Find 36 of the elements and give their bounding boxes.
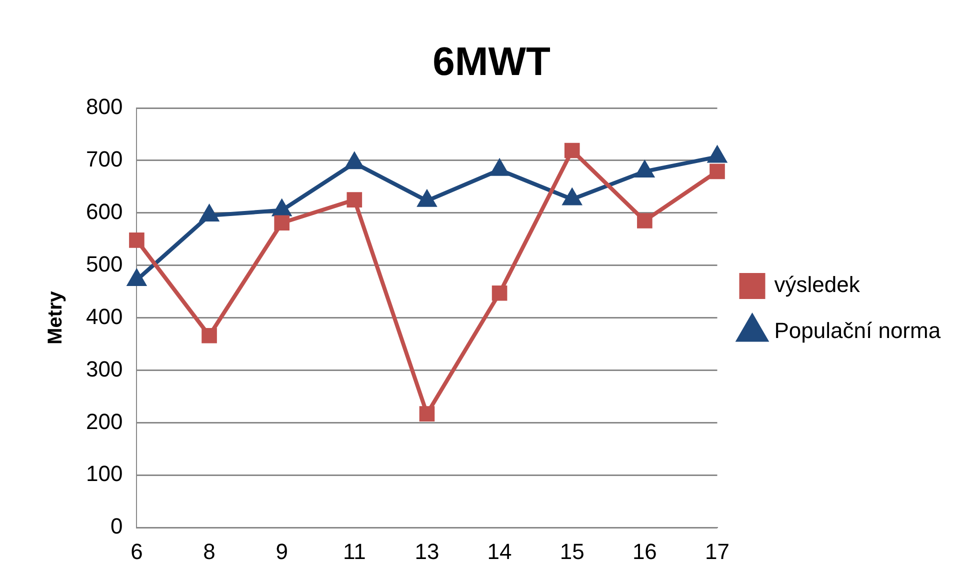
point <box>128 270 146 286</box>
y-tick-label: 700 <box>86 146 123 172</box>
y-axis-title: Metry <box>44 290 67 344</box>
x-tick-label: 9 <box>276 538 288 564</box>
y-tick-label: 500 <box>86 251 123 276</box>
point <box>490 160 508 176</box>
legend-label: výsledek <box>774 272 861 298</box>
point <box>345 153 364 170</box>
x-tick-label: 14 <box>487 538 512 564</box>
x-tick-label: 13 <box>414 538 440 564</box>
point <box>418 190 436 207</box>
legend-label: Populační norma <box>774 318 942 344</box>
y-tick-label: 600 <box>86 198 123 224</box>
x-tick-label: 6 <box>130 538 143 564</box>
x-tick-label: 16 <box>632 538 657 564</box>
point <box>129 232 144 248</box>
x-tick-label: 8 <box>203 538 216 564</box>
y-tick-label: 800 <box>86 94 123 120</box>
point <box>492 285 508 301</box>
point <box>419 406 435 422</box>
x-tick-label: 15 <box>560 538 584 564</box>
point <box>202 328 217 344</box>
point <box>200 206 218 222</box>
y-tick-label: 100 <box>86 461 123 486</box>
point <box>637 213 652 228</box>
x-tick-label: 17 <box>705 538 730 564</box>
y-tick-label: 300 <box>86 356 123 382</box>
point <box>272 200 291 216</box>
x-tick-label: 11 <box>342 538 366 564</box>
point <box>636 161 654 178</box>
point <box>563 189 582 206</box>
y-tick-label: 200 <box>86 408 123 434</box>
point <box>708 146 726 163</box>
y-tick-label: 400 <box>86 304 123 329</box>
chart-title: 6MWT <box>432 40 550 84</box>
y-tick-label: 0 <box>110 514 123 539</box>
